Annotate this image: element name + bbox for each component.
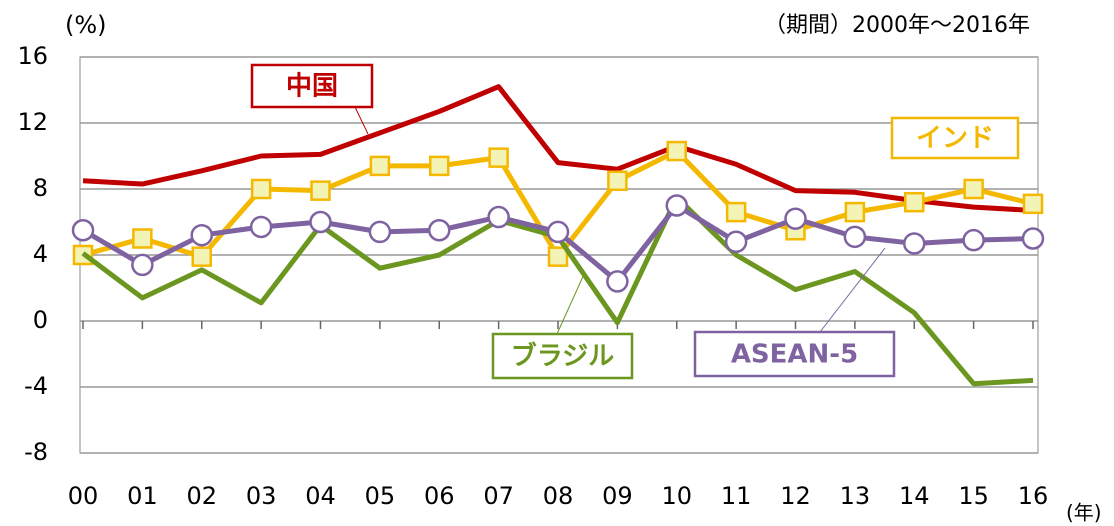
x-tick-label: 00 <box>68 482 99 510</box>
legend-box <box>890 116 1020 160</box>
x-tick-label: 11 <box>721 482 752 510</box>
marker <box>191 246 212 267</box>
y-tick-label: 4 <box>33 240 48 268</box>
x-tick-label: 02 <box>186 482 217 510</box>
marker <box>665 194 688 217</box>
x-tick-label: 10 <box>661 482 692 510</box>
x-tick-label: 15 <box>958 482 989 510</box>
marker <box>547 246 569 267</box>
marker <box>132 228 153 249</box>
marker <box>250 178 272 200</box>
marker <box>369 155 391 177</box>
marker <box>844 201 866 223</box>
x-tick-label: 07 <box>483 482 514 510</box>
marker <box>487 205 510 229</box>
y-tick-label: 0 <box>33 306 48 334</box>
marker <box>71 219 95 242</box>
marker <box>368 220 392 244</box>
marker <box>309 210 332 234</box>
series-line <box>81 203 1034 284</box>
x-tick-label: 09 <box>602 482 633 510</box>
marker <box>784 207 807 230</box>
leader-line <box>354 106 369 135</box>
marker <box>962 228 985 252</box>
marker <box>249 215 273 239</box>
marker <box>428 219 451 242</box>
legend-label: インド <box>916 124 994 154</box>
leader-line <box>819 247 886 333</box>
legend-box <box>491 332 634 380</box>
marker <box>666 140 687 162</box>
legend-label: ブラジル <box>511 341 614 372</box>
marker <box>1021 227 1045 250</box>
marker <box>131 253 154 277</box>
x-tick-label: 12 <box>780 482 811 510</box>
marker <box>963 178 984 200</box>
marker <box>606 270 629 293</box>
series-line <box>82 84 1034 213</box>
y-tick-label: 12 <box>17 108 48 136</box>
x-tick-label: 05 <box>365 482 396 510</box>
legend-label: 中国 <box>286 72 338 102</box>
x-tick-label: 01 <box>127 482 158 510</box>
y-tick-label: -4 <box>24 372 48 400</box>
legend-box <box>250 63 374 109</box>
marker <box>725 201 747 223</box>
marker <box>488 147 509 168</box>
marker <box>546 220 570 244</box>
x-tick-label: 13 <box>840 482 871 510</box>
x-tick-label: 14 <box>899 482 930 510</box>
y-axis-label: (%) <box>65 11 107 39</box>
legend-box <box>693 330 896 378</box>
marker <box>310 180 331 201</box>
x-tick-label: 08 <box>543 482 574 510</box>
leader-line <box>556 271 586 335</box>
x-tick-label: 16 <box>1018 482 1049 510</box>
x-axis-label: (年) <box>1066 501 1102 525</box>
marker <box>724 230 748 254</box>
marker <box>903 232 926 255</box>
x-tick-label: 06 <box>424 482 455 510</box>
marker <box>1022 193 1044 215</box>
y-tick-label: 16 <box>17 42 48 70</box>
marker <box>843 225 867 249</box>
y-tick-label: 8 <box>33 174 48 202</box>
x-tick-label: 03 <box>246 482 277 510</box>
marker <box>190 223 213 247</box>
marker <box>429 155 450 177</box>
x-tick-label: 04 <box>305 482 336 510</box>
marker <box>904 191 925 213</box>
subtitle: （期間）2000年～2016年 <box>764 13 1030 38</box>
marker <box>607 170 628 191</box>
legend-label: ASEAN-5 <box>731 340 858 370</box>
y-tick-label: -8 <box>24 438 48 466</box>
